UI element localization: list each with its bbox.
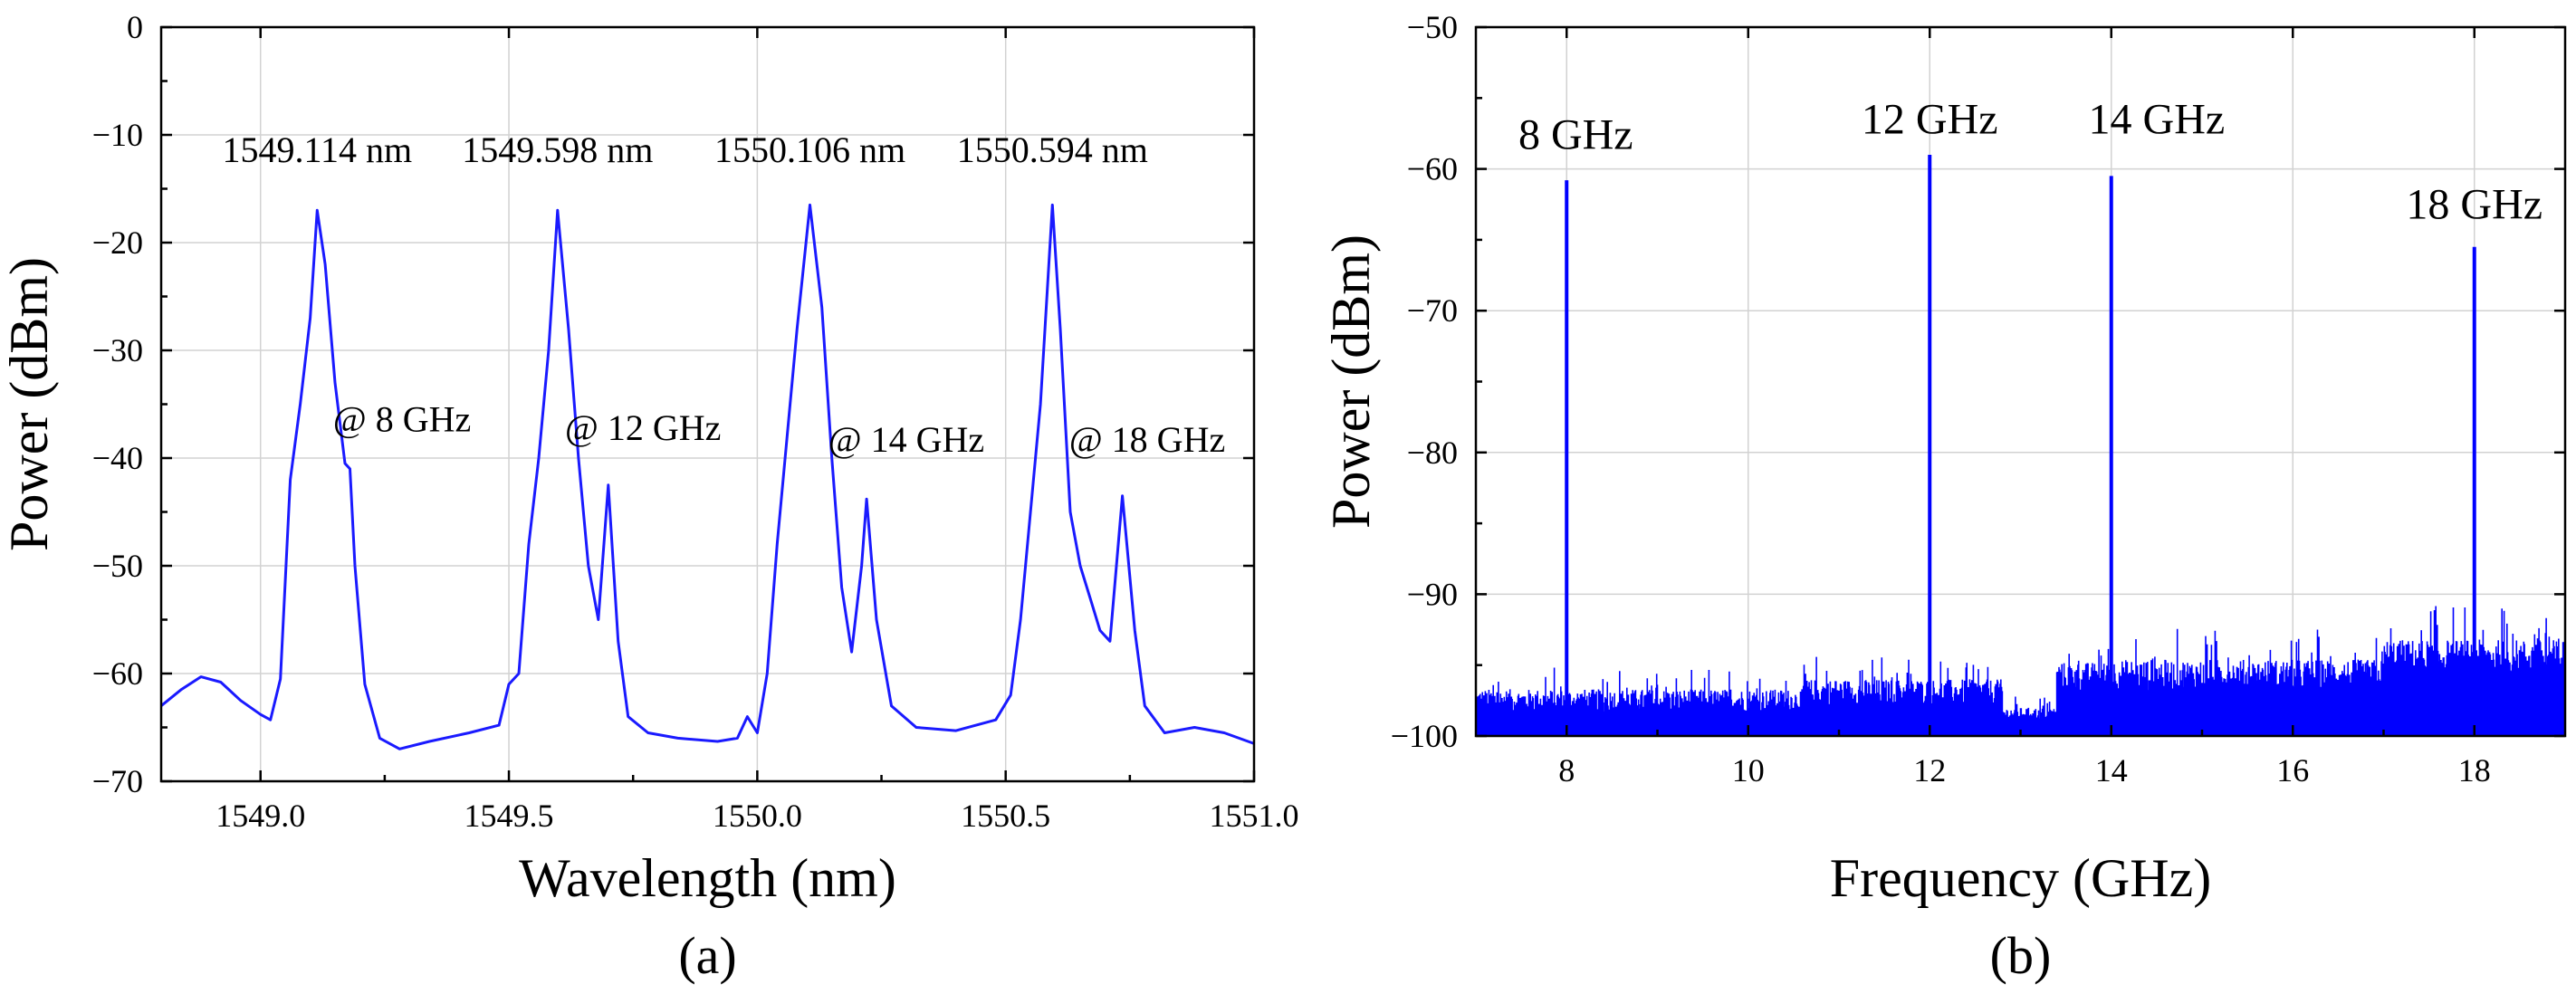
x-tick-label: 1550.0 <box>713 798 802 834</box>
x-tick-label: 1549.0 <box>215 798 305 834</box>
plot-frame <box>1474 25 2567 738</box>
y-tick-label: −60 <box>92 655 143 692</box>
data-series <box>1475 154 2566 736</box>
x-tick-label: 14 <box>2095 752 2128 789</box>
noise-floor <box>1475 606 2566 736</box>
y-tick-label: −70 <box>92 763 143 799</box>
data-series <box>160 203 1255 750</box>
y-axis-title: Power (dBm) <box>1321 234 1381 529</box>
y-tick-label: −70 <box>1407 292 1458 329</box>
panel-b-electrical-spectrum: 8 10 12 14 16 18 −50 −60 −70 −80 −90 −100 8 GHz 12 GH… <box>1321 9 2567 985</box>
x-axis-title: Frequency (GHz) <box>1830 848 2212 908</box>
annotation-label: 8 GHz <box>1518 111 1633 159</box>
y-tick-label: −50 <box>92 548 143 584</box>
annotation-label: @ 12 GHz <box>565 407 721 448</box>
x-tick-label: 1551.0 <box>1210 798 1299 834</box>
y-tick-label: 0 <box>127 9 143 45</box>
annotation-label: 12 GHz <box>1862 95 1998 143</box>
y-tick-label: −50 <box>1407 9 1458 45</box>
x-tick-label: 1549.5 <box>464 798 554 834</box>
x-tick-label: 1550.5 <box>961 798 1050 834</box>
axis-ticks: 8 10 12 14 16 18 −50 −60 −70 −80 −90 −100 <box>1391 9 2565 789</box>
x-tick-label: 16 <box>2276 752 2309 789</box>
annotations: 1549.114 nm 1549.598 nm 1550.106 nm 1550.59… <box>222 129 1225 460</box>
panel-label: (b) <box>1990 926 2052 985</box>
x-tick-label: 8 <box>1558 752 1575 789</box>
y-tick-label: −100 <box>1391 718 1458 754</box>
gridlines <box>161 27 1254 781</box>
annotation-label: @ 18 GHz <box>1069 419 1225 460</box>
annotation-label: 14 GHz <box>2089 95 2226 143</box>
annotation-label: @ 8 GHz <box>333 398 471 439</box>
x-tick-label: 10 <box>1732 752 1765 789</box>
gridlines <box>1476 27 2565 736</box>
annotation-label: 1549.598 nm <box>462 129 653 170</box>
y-tick-label: −60 <box>1407 151 1458 187</box>
annotation-label: 18 GHz <box>2406 180 2542 228</box>
panel-label: (a) <box>678 926 736 985</box>
panel-a-optical-spectrum: 1549.0 1549.5 1550.0 1550.5 1551.0 0 −10 −20 −30… <box>0 9 1299 985</box>
y-tick-label: −80 <box>1407 435 1458 471</box>
axis-ticks: 1549.0 1549.5 1550.0 1550.5 1551.0 0 −10 −20 −30… <box>92 9 1299 834</box>
y-tick-label: −90 <box>1407 576 1458 612</box>
y-axis-title: Power (dBm) <box>0 257 59 551</box>
annotation-label: 1550.106 nm <box>714 129 905 170</box>
spectrum-line <box>160 203 1255 750</box>
y-tick-label: −20 <box>92 225 143 261</box>
annotation-label: 1550.594 nm <box>957 129 1148 170</box>
annotation-label: 1549.114 nm <box>222 129 412 170</box>
annotations: 8 GHz 12 GHz 14 GHz 18 GHz <box>1518 95 2542 228</box>
x-axis-title: Wavelength (nm) <box>519 848 896 908</box>
y-tick-label: −30 <box>92 332 143 368</box>
x-tick-label: 12 <box>1913 752 1946 789</box>
annotation-label: @ 14 GHz <box>828 419 984 460</box>
x-tick-label: 18 <box>2458 752 2491 789</box>
y-tick-label: −10 <box>92 117 143 153</box>
y-tick-label: −40 <box>92 440 143 476</box>
